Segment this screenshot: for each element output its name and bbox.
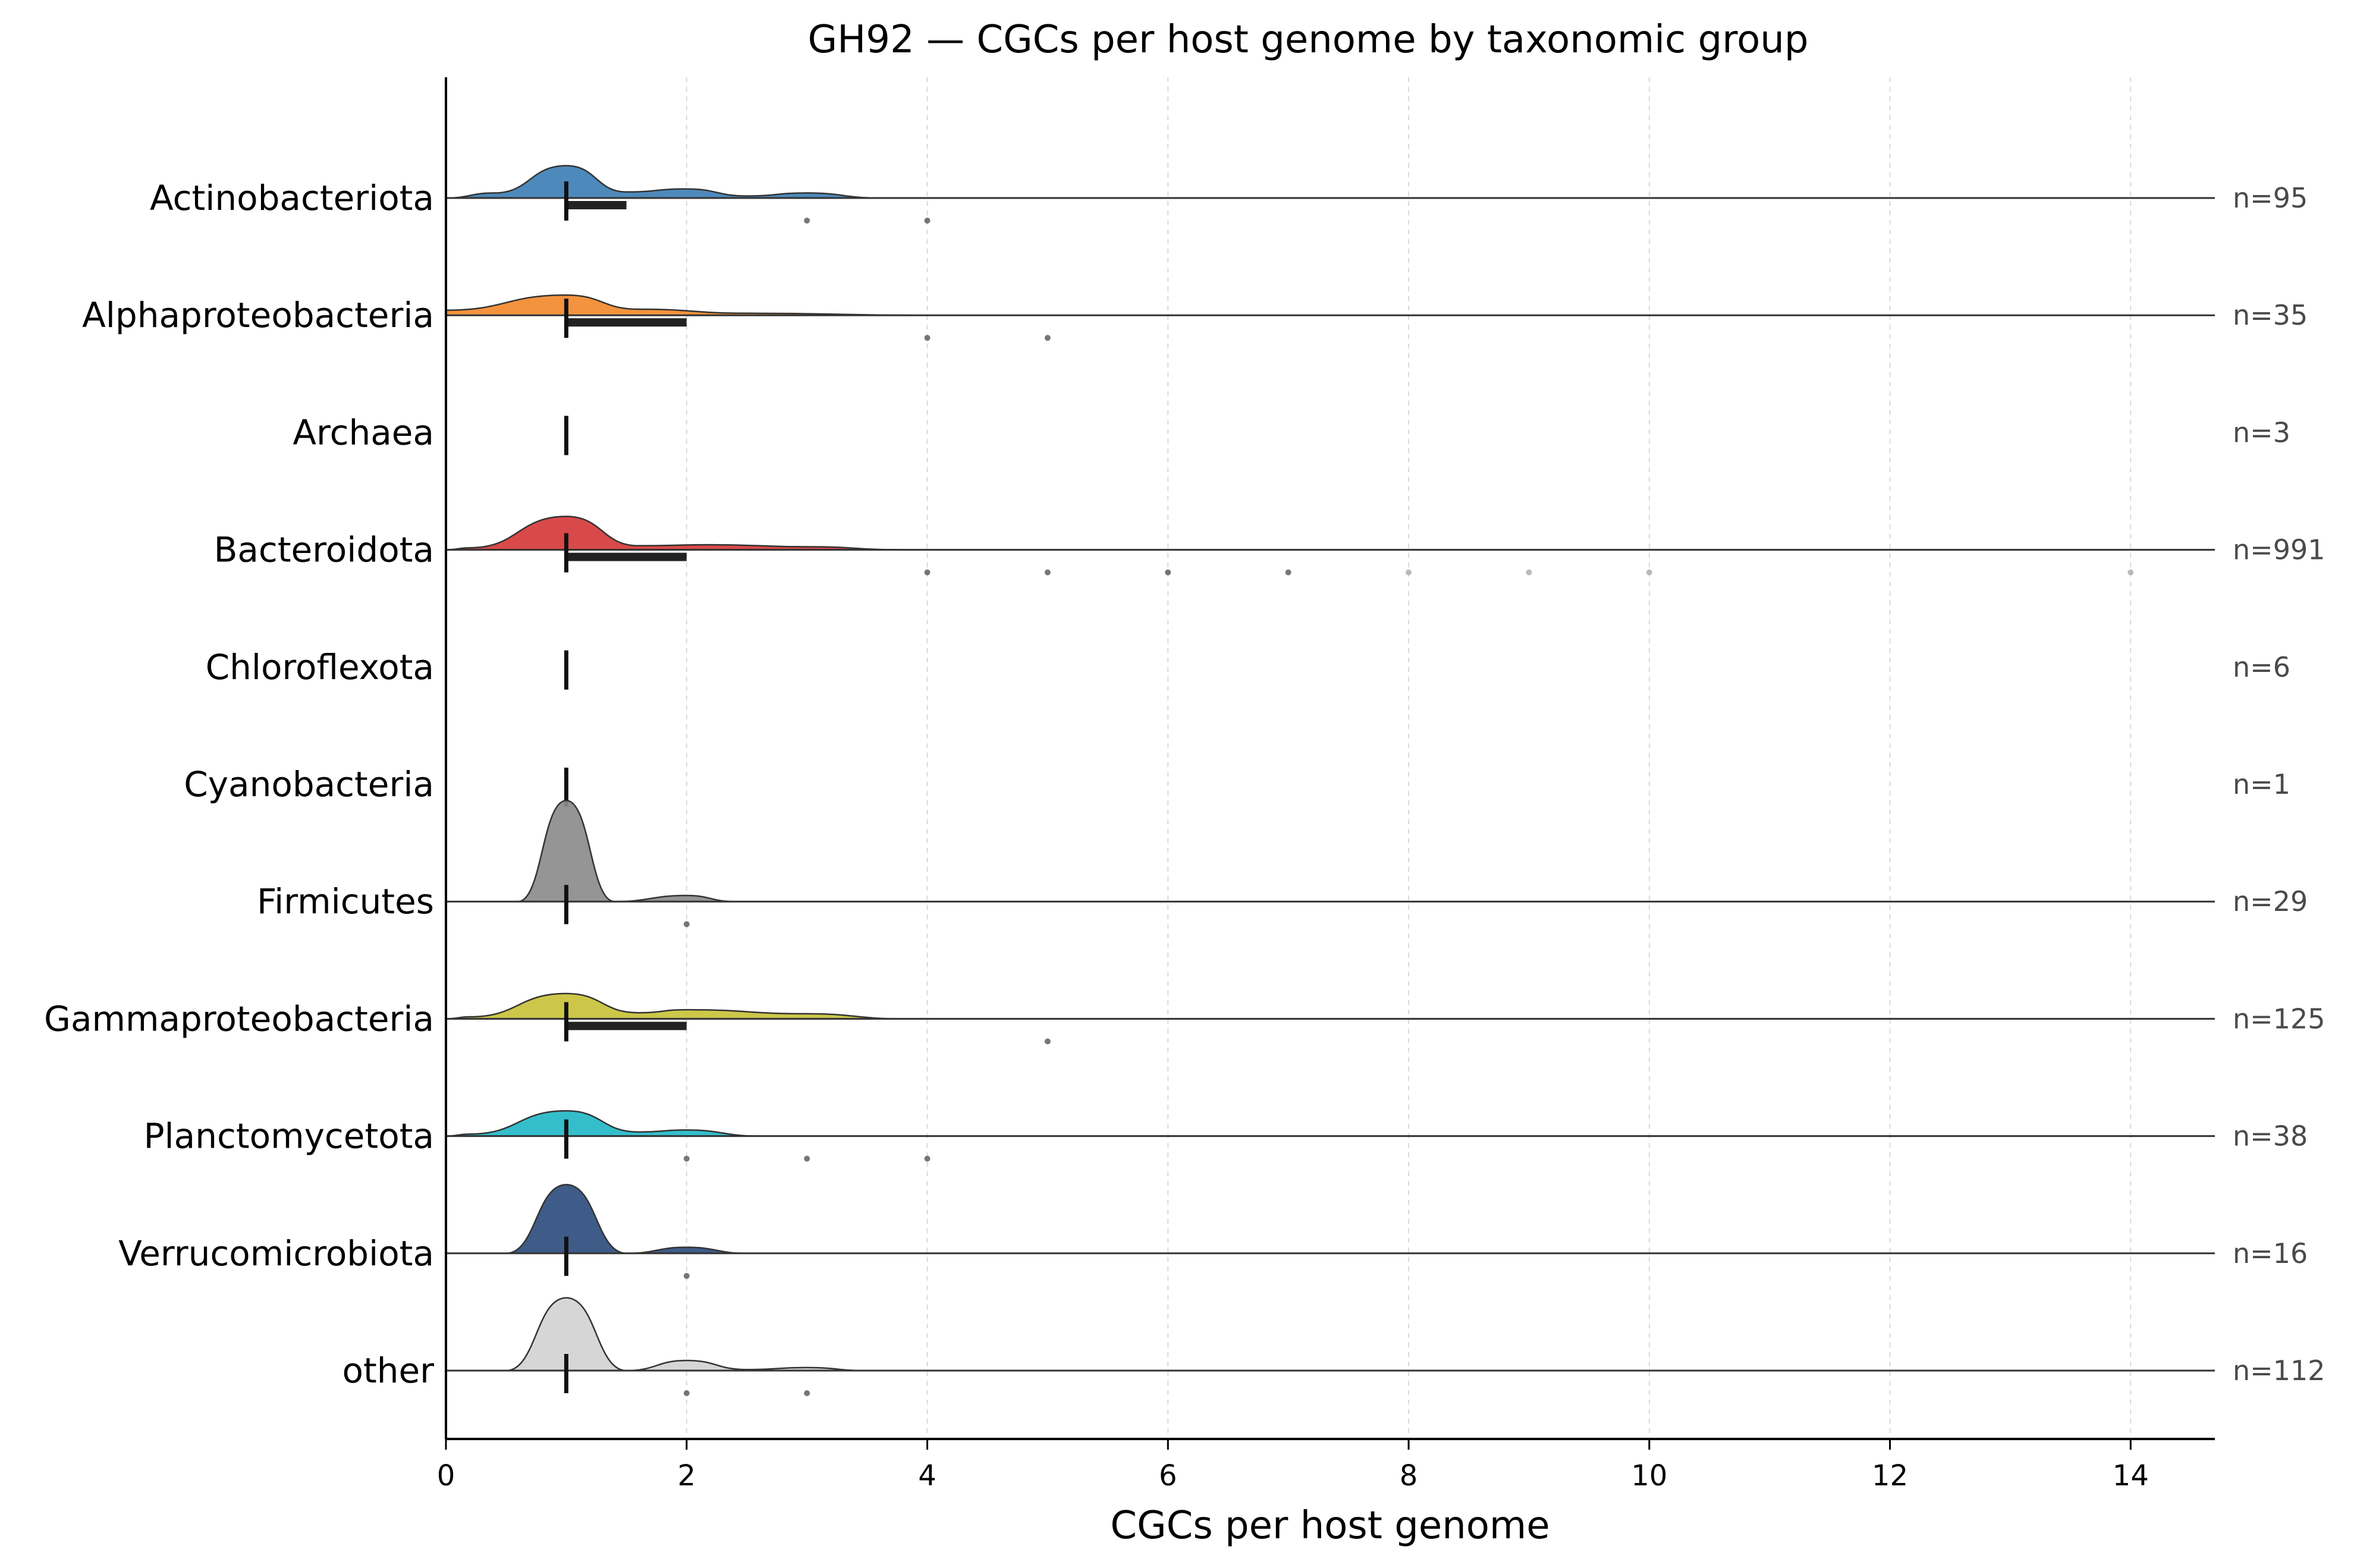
ridge-group: Chloroflexota n=6 [206, 647, 2290, 690]
outlier-point [1165, 569, 1171, 576]
iqr-bar [566, 201, 627, 209]
group-label: Actinobacteriota [150, 178, 434, 218]
group-label: Firmicutes [257, 881, 434, 922]
outlier-point [804, 218, 810, 224]
density-ridge [446, 1297, 2215, 1372]
ridge-group: Verrucomicrobiota n=16 [118, 1183, 2308, 1279]
x-axis-label: CGCs per host genome [1110, 1504, 1550, 1548]
outlier-point [1406, 569, 1412, 576]
outlier-point [1044, 335, 1051, 341]
group-label: Archaea [293, 412, 434, 453]
chart-title: GH92 — CGCs per host genome by taxonomic… [808, 18, 1809, 62]
density-ridge [445, 992, 2215, 1020]
ridge-group: Planctomycetota n=38 [144, 1110, 2308, 1162]
n-count-label: n=1 [2233, 768, 2290, 800]
outlier-point [804, 1390, 810, 1396]
outlier-point [683, 1272, 690, 1279]
outlier-point [924, 335, 931, 341]
n-count-label: n=38 [2233, 1120, 2308, 1152]
density-ridge [445, 294, 2215, 316]
x-tick-label: 14 [2113, 1459, 2149, 1492]
ridge-group: Firmicutes n=29 [257, 799, 2308, 928]
density-ridge [446, 1183, 2215, 1255]
iqr-bar [566, 1022, 687, 1030]
outlier-point [924, 569, 931, 576]
outlier-point [1285, 569, 1291, 576]
n-count-label: n=112 [2233, 1355, 2325, 1387]
outlier-point [683, 1390, 690, 1396]
outlier-point [683, 1155, 690, 1162]
x-tick-label: 0 [437, 1459, 455, 1492]
ridge-group: Actinobacteriota n=95 [150, 165, 2308, 224]
group-label: Chloroflexota [206, 647, 434, 687]
n-count-label: n=95 [2233, 182, 2308, 214]
iqr-bar [566, 318, 687, 327]
n-count-label: n=16 [2233, 1237, 2308, 1270]
ridge-group: Alphaproteobacteria n=35 [82, 294, 2308, 341]
group-label: Gammaproteobacteria [44, 998, 434, 1039]
outlier-point [1526, 569, 1532, 576]
ridge-group: Cyanobacteria n=1 [184, 764, 2290, 807]
x-tick-label: 6 [1159, 1459, 1177, 1492]
group-label: Verrucomicrobiota [118, 1233, 434, 1274]
outlier-point [1646, 569, 1652, 576]
n-count-label: n=6 [2233, 651, 2290, 683]
n-count-label: n=991 [2233, 534, 2325, 566]
x-tick-label: 12 [1872, 1459, 1908, 1492]
axes [445, 77, 2215, 1440]
outlier-point [683, 921, 690, 928]
outlier-point [2127, 569, 2134, 576]
ridge-group: Archaea n=3 [293, 412, 2290, 455]
x-tick-label: 4 [918, 1459, 936, 1492]
density-ridge [446, 799, 2215, 903]
ridge-group: Bacteroidota n=991 [214, 516, 2325, 576]
ridges: Actinobacteriota n=95 Alphaproteobacteria n… [44, 165, 2325, 1396]
outlier-point [1044, 1038, 1051, 1045]
outlier-point [1044, 569, 1051, 576]
outlier-point [804, 1155, 810, 1162]
outlier-point [924, 218, 931, 224]
n-count-label: n=125 [2233, 1003, 2325, 1035]
iqr-bar [566, 552, 687, 561]
density-ridge [445, 516, 2215, 551]
density-ridge [445, 1110, 2215, 1137]
x-tick-label: 2 [677, 1459, 696, 1492]
grid-lines [686, 77, 2132, 1439]
x-tick-label: 10 [1631, 1459, 1667, 1492]
group-label: Alphaproteobacteria [82, 295, 434, 335]
group-label: Planctomycetota [144, 1116, 434, 1157]
n-count-label: n=29 [2233, 885, 2308, 917]
outlier-point [924, 1155, 931, 1162]
x-ticks: 0 2 4 6 8 10 12 14 [437, 1439, 2149, 1492]
x-tick-label: 8 [1400, 1459, 1418, 1492]
density-ridge [445, 165, 2215, 199]
group-label: Bacteroidota [214, 530, 434, 570]
ridge-group: Gammaproteobacteria n=125 [44, 992, 2325, 1045]
n-count-label: n=3 [2233, 416, 2290, 448]
group-label: other [342, 1350, 434, 1391]
ridge-group: other n=112 [342, 1297, 2325, 1396]
group-label: Cyanobacteria [184, 764, 434, 805]
n-count-label: n=35 [2233, 299, 2308, 331]
